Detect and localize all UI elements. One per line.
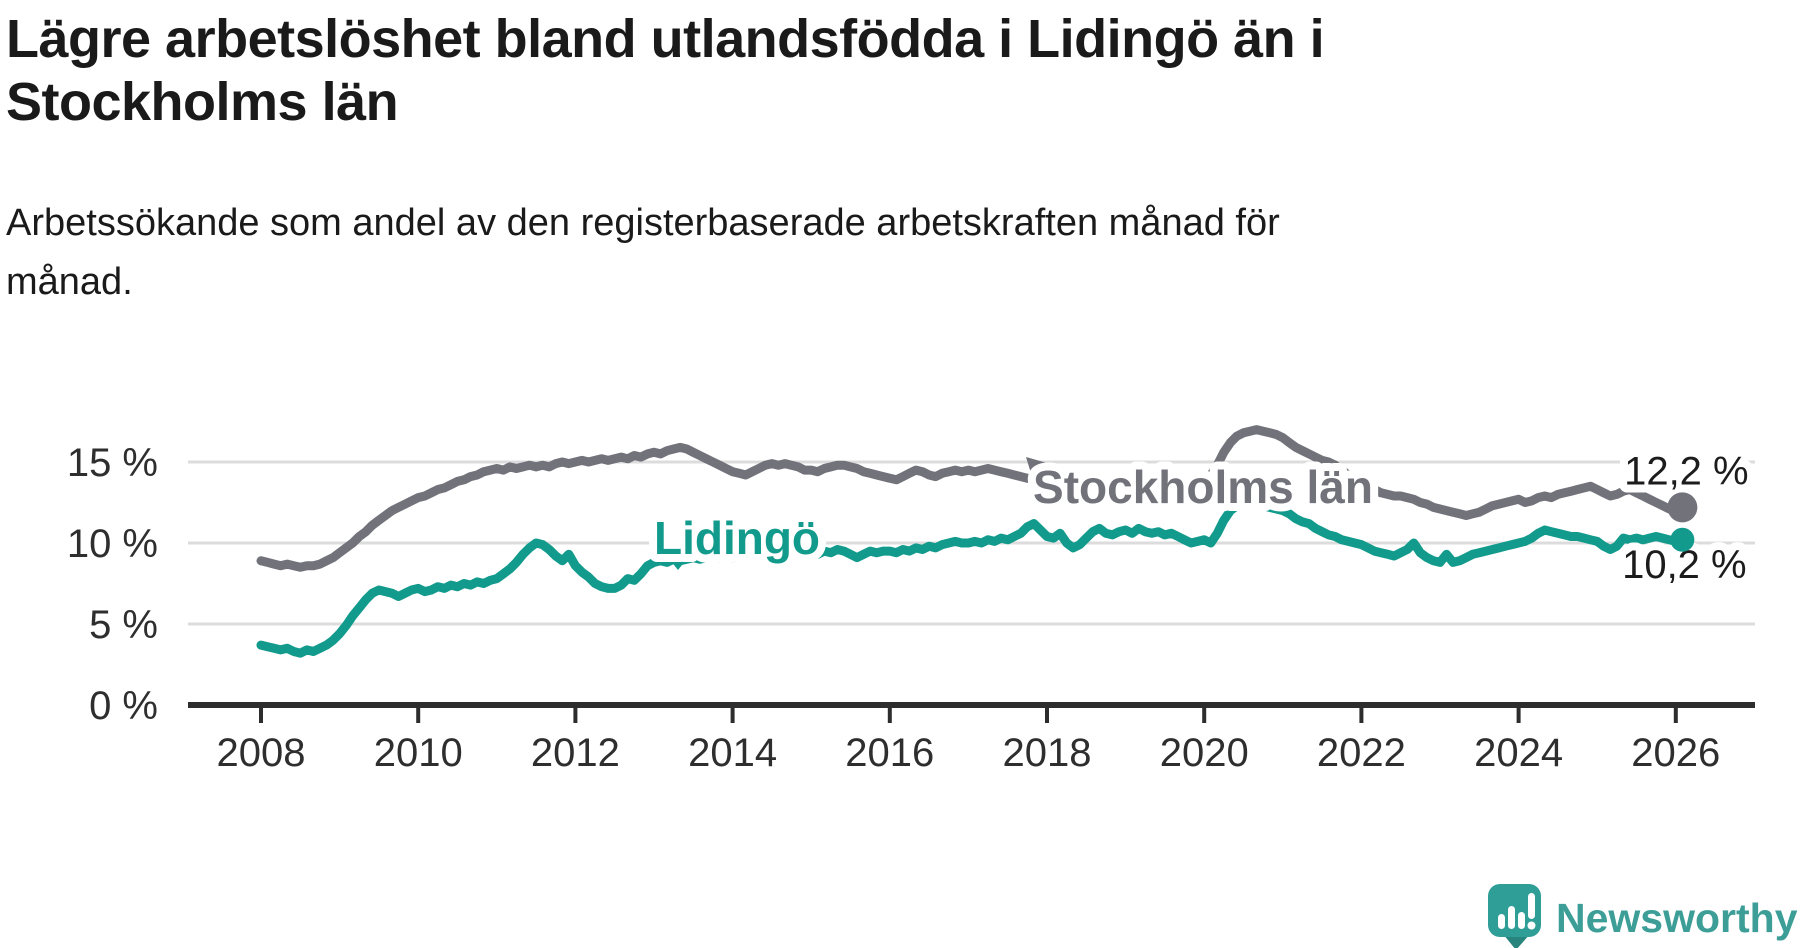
logo-exclamation-bar-icon bbox=[1528, 893, 1535, 919]
chart-subtitle: Arbetssökande som andel av den registerb… bbox=[6, 194, 1486, 312]
series-inline-labels: Stockholms län Lidingö bbox=[646, 453, 1381, 572]
x-tick-label-2010: 2010 bbox=[374, 731, 463, 775]
y-axis: 15 % 10 % 5 % 0 % bbox=[67, 441, 1755, 728]
x-tick-label-2018: 2018 bbox=[1003, 731, 1092, 775]
x-tick-label-2008: 2008 bbox=[217, 731, 306, 775]
series-lines bbox=[256, 425, 1687, 658]
y-tick-label-0: 0 % bbox=[89, 684, 158, 728]
chart-title: Lägre arbetslöshet bland utlandsfödda i … bbox=[6, 8, 1766, 133]
end-value-stockholms-lan: 12,2 % bbox=[1624, 449, 1749, 493]
line-stockholms-lan bbox=[256, 425, 1687, 572]
y-tick-label-5: 5 % bbox=[89, 603, 158, 647]
chart-title-line-1: Lägre arbetslöshet bland utlandsfödda i … bbox=[6, 9, 1325, 69]
logo-bar-2-icon bbox=[1508, 906, 1515, 929]
end-values: 12,2 % 10,2 % bbox=[1614, 441, 1757, 594]
logo-bar-3-icon bbox=[1518, 912, 1525, 929]
x-axis: 2008 2010 2012 2014 2016 2018 2020 2022 2024 2026 bbox=[217, 705, 1720, 775]
x-tick-label-2016: 2016 bbox=[845, 731, 934, 775]
lidingo-pointer-icon bbox=[666, 555, 690, 570]
x-tick-label-2024: 2024 bbox=[1474, 731, 1563, 775]
chart-subtitle-line-1: Arbetssökande som andel av den registerb… bbox=[6, 202, 1280, 244]
line-lidingo bbox=[256, 498, 1687, 658]
x-tick-label-2014: 2014 bbox=[688, 731, 777, 775]
logo-exclamation-dot-icon bbox=[1527, 921, 1536, 930]
series-label-lidingo: Lidingö bbox=[654, 512, 820, 564]
x-tick-label-2020: 2020 bbox=[1160, 731, 1249, 775]
y-tick-label-10: 10 % bbox=[67, 522, 158, 566]
newsworthy-logo: Newsworthy bbox=[1488, 884, 1798, 948]
end-dot-lidingo bbox=[1670, 527, 1695, 552]
y-tick-label-15: 15 % bbox=[67, 441, 158, 485]
newsworthy-wordmark: Newsworthy bbox=[1556, 895, 1798, 941]
logo-bar-1-icon bbox=[1498, 914, 1505, 929]
end-dot-stockholms-lan bbox=[1667, 492, 1698, 523]
x-tick-label-2022: 2022 bbox=[1317, 731, 1406, 775]
chart-subtitle-line-2: månad. bbox=[6, 260, 133, 303]
series-label-stockholms-lan: Stockholms län bbox=[1033, 461, 1373, 513]
x-tick-label-2012: 2012 bbox=[531, 731, 620, 775]
chart-title-line-2: Stockholms län bbox=[6, 71, 399, 132]
logo-bubble-tail-icon bbox=[1503, 934, 1530, 948]
x-tick-label-2026: 2026 bbox=[1631, 731, 1720, 775]
stockholms-lan-pointer-icon bbox=[1026, 457, 1047, 480]
